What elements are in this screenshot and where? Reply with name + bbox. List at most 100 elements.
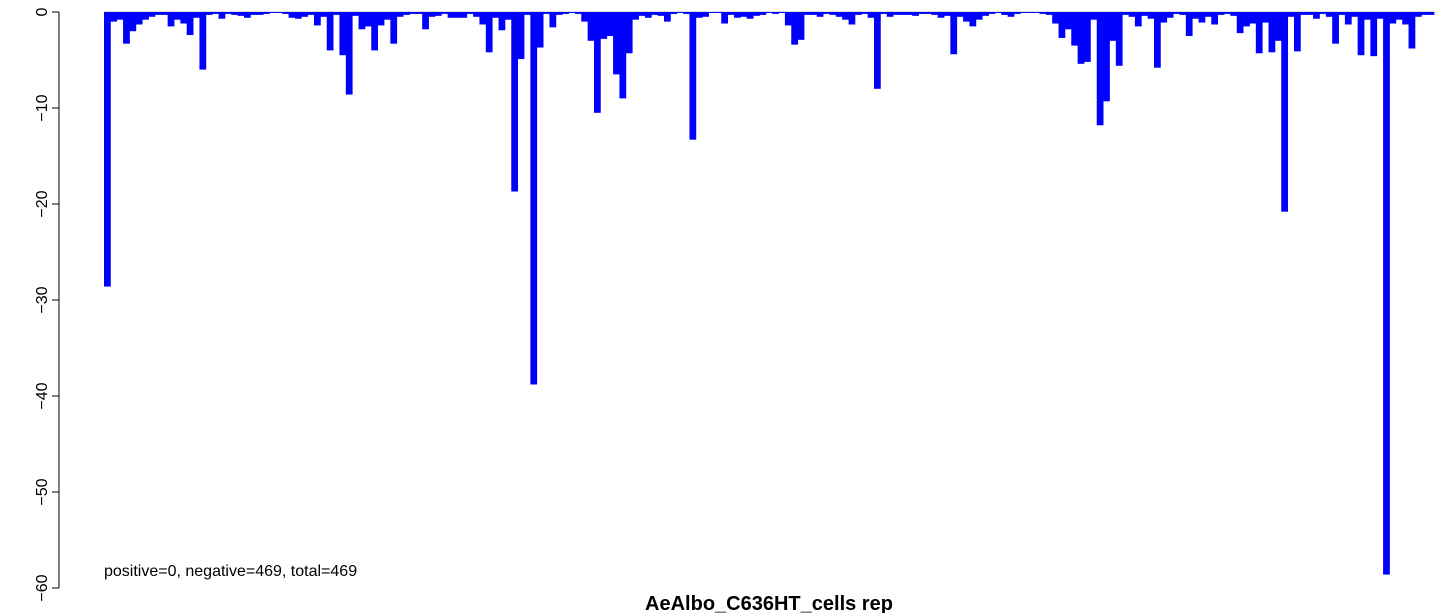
y-tick-label: −50	[34, 478, 51, 505]
bar	[409, 12, 417, 14]
bar	[466, 12, 474, 14]
bar	[625, 12, 633, 54]
bar	[931, 12, 939, 15]
bar	[193, 12, 200, 18]
bar	[689, 12, 697, 140]
bar	[1115, 12, 1123, 66]
y-tick-label: 0	[34, 7, 51, 16]
bar	[135, 12, 143, 25]
y-tick-label: −60	[34, 574, 51, 601]
bar	[664, 12, 671, 22]
bar	[244, 12, 251, 18]
bar	[944, 12, 951, 16]
bar	[695, 12, 703, 18]
bar	[791, 12, 799, 45]
bar	[594, 12, 601, 113]
bar	[1370, 12, 1378, 57]
bar	[676, 12, 684, 13]
bar	[218, 12, 226, 19]
bar	[1122, 12, 1129, 15]
bar	[307, 12, 315, 15]
bar	[804, 12, 811, 15]
y-axis: 0 −10 −20 −30 −40 −50 −60	[34, 7, 60, 602]
bar	[1287, 12, 1295, 17]
bar	[275, 12, 283, 13]
bar	[460, 12, 468, 18]
bar	[326, 12, 334, 51]
bar	[753, 12, 760, 16]
bar	[1319, 12, 1327, 14]
bar	[390, 12, 398, 44]
bar	[1408, 12, 1416, 49]
bar	[403, 12, 410, 15]
bar	[524, 12, 531, 15]
bar	[434, 12, 442, 16]
bar	[912, 12, 919, 16]
bar	[1389, 12, 1397, 24]
bar	[1249, 12, 1257, 24]
bar	[613, 12, 620, 75]
bar	[1325, 12, 1333, 17]
bar	[670, 12, 678, 14]
bar	[1166, 12, 1174, 18]
bar	[123, 12, 130, 44]
bar	[950, 12, 958, 55]
bar	[148, 12, 156, 17]
bar	[1096, 12, 1104, 126]
bar	[301, 12, 309, 17]
bar	[415, 12, 423, 14]
bar	[1179, 12, 1187, 15]
bar	[1281, 12, 1289, 212]
bar	[721, 12, 729, 24]
bar	[619, 12, 627, 99]
bar	[485, 12, 493, 53]
bar	[861, 12, 869, 14]
bar	[1395, 12, 1403, 20]
bar	[205, 12, 213, 15]
y-tick-label: −30	[34, 286, 51, 313]
bar	[988, 12, 996, 14]
bar	[473, 12, 480, 17]
bar	[644, 12, 652, 18]
bar	[1274, 12, 1282, 41]
bar	[994, 12, 1002, 13]
bar	[212, 12, 219, 14]
bar	[899, 12, 907, 15]
bar	[333, 12, 340, 15]
bar	[1230, 12, 1238, 16]
bar	[893, 12, 900, 15]
bar	[104, 12, 111, 287]
bar	[428, 12, 436, 17]
bar	[422, 12, 429, 30]
bar	[1243, 12, 1250, 27]
bar	[517, 12, 525, 60]
bar	[1236, 12, 1244, 34]
bar	[632, 12, 639, 20]
bar	[358, 12, 366, 30]
bar	[1338, 12, 1346, 15]
bar	[568, 12, 576, 13]
bar	[740, 12, 748, 17]
bar	[1262, 12, 1269, 23]
y-ticks: 0 −10 −20 −30 −40 −50 −60	[34, 7, 59, 602]
bar	[969, 12, 977, 27]
bar	[142, 12, 149, 20]
bar	[1204, 12, 1212, 17]
bar	[1332, 12, 1339, 44]
bar	[937, 12, 945, 18]
bar	[454, 12, 461, 18]
bar	[1402, 12, 1409, 25]
bar	[683, 12, 690, 14]
bar	[816, 12, 824, 17]
bar	[352, 12, 359, 16]
bar	[1300, 12, 1308, 15]
chart-title: AeAlbo_C636HT_cells rep	[645, 593, 893, 613]
bar	[530, 12, 538, 385]
bar	[1421, 12, 1429, 15]
bar	[581, 12, 589, 22]
bar	[237, 12, 245, 16]
bar	[1103, 12, 1110, 102]
bar	[835, 12, 843, 17]
bar	[1376, 12, 1384, 19]
bar	[504, 12, 512, 20]
